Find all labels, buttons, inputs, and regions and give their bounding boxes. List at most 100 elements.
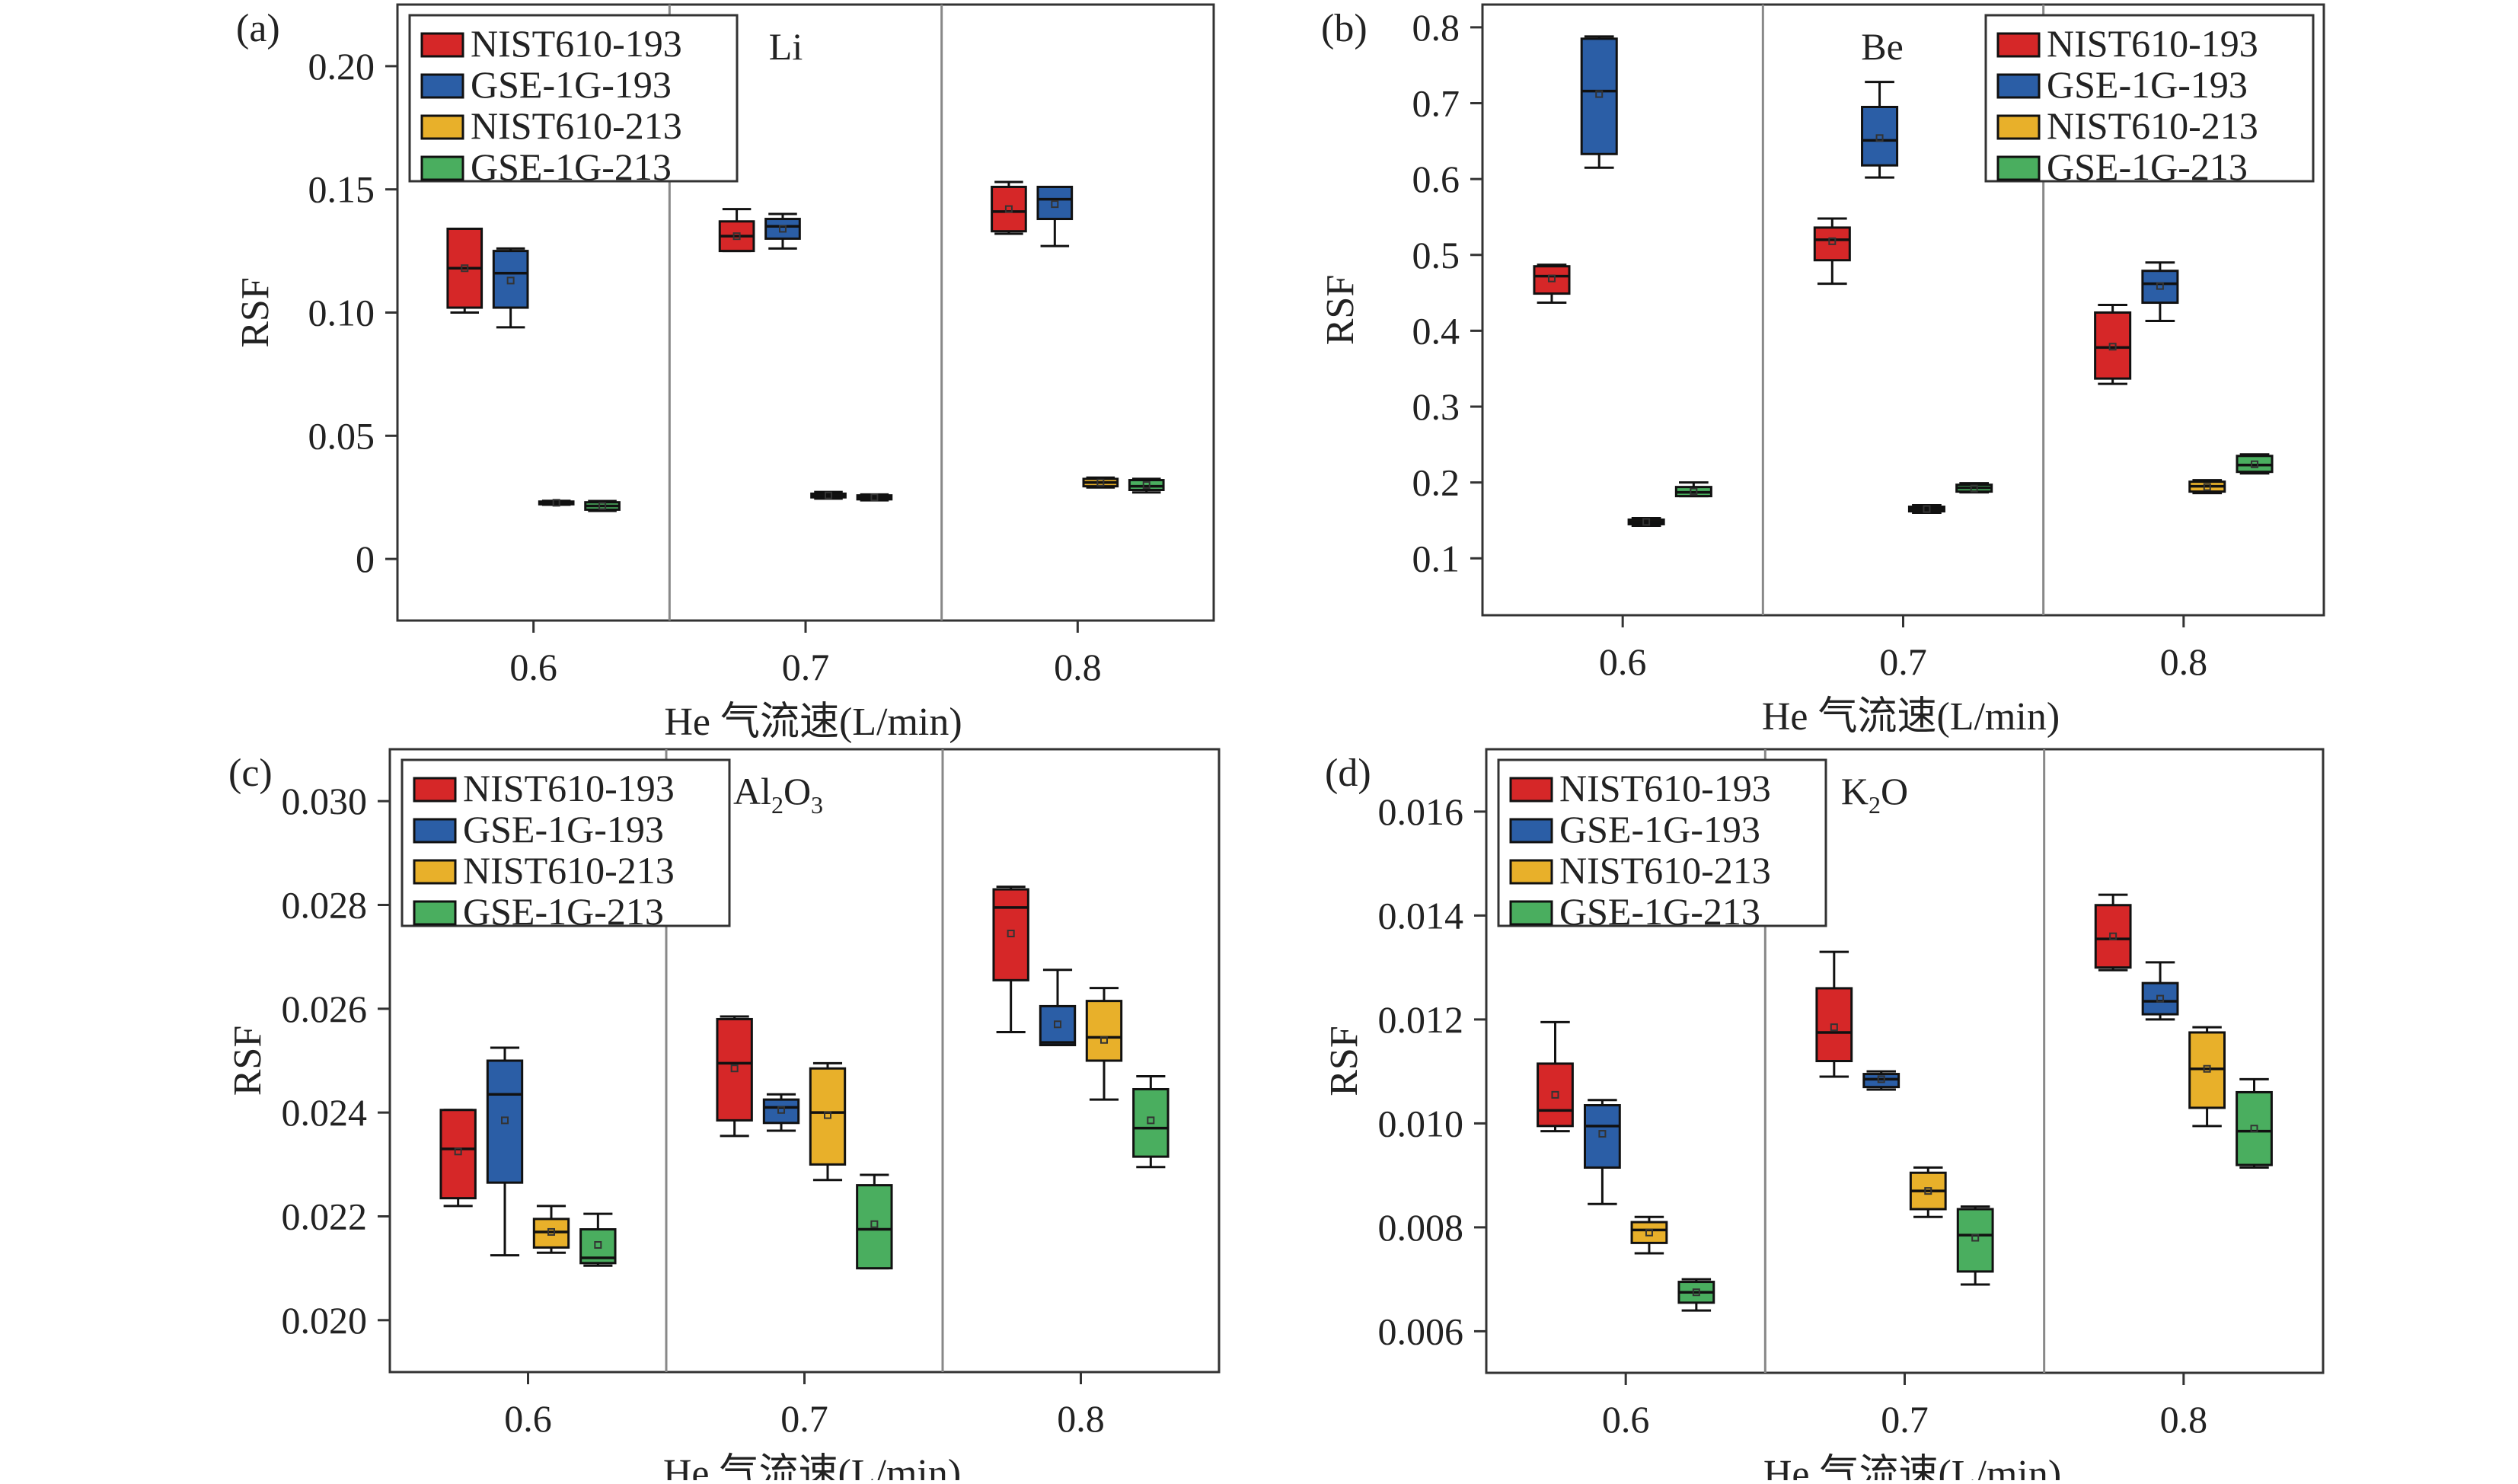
element-label: K2O — [1841, 770, 1908, 819]
box-body — [1085, 1000, 1123, 1062]
legend-label: NIST610-213 — [471, 104, 682, 147]
box-gse-1g-193 — [2141, 261, 2179, 322]
box-body — [1537, 1062, 1574, 1128]
y-axis-label: RSF — [1319, 275, 1362, 346]
mean-marker — [2156, 282, 2164, 290]
box-body — [2141, 270, 2179, 305]
y-tick-label: 0.026 — [282, 988, 368, 1030]
box-nist610-213 — [2188, 479, 2226, 495]
box-nist610-193 — [1815, 950, 1853, 1078]
box-gse-1g-213 — [1128, 477, 1165, 494]
box-nist610-213 — [810, 490, 847, 500]
x-tick-label: 0.8 — [2160, 1398, 2208, 1441]
legend-swatch — [420, 73, 464, 99]
mean-marker — [2108, 343, 2117, 351]
box-gse-1g-193 — [2141, 961, 2179, 1021]
box-gse-1g-193 — [1861, 81, 1899, 179]
element-label: Li — [769, 25, 803, 68]
legend-label: NIST610-193 — [2047, 22, 2258, 65]
mean-marker — [2250, 1125, 2258, 1133]
legend-label: NIST610-193 — [471, 22, 682, 65]
box-gse-1g-213 — [1674, 481, 1712, 498]
mean-marker — [2109, 932, 2117, 940]
x-tick-label: 0.6 — [509, 646, 557, 688]
legend-swatch — [413, 900, 457, 926]
mean-marker — [552, 499, 560, 507]
y-tick-label: 0.1 — [1412, 537, 1460, 579]
mean-marker — [594, 1240, 602, 1249]
box-nist610-213 — [1907, 504, 1945, 515]
box-body — [762, 1098, 800, 1125]
mean-marker — [454, 1147, 462, 1156]
y-tick-label: 0.010 — [1378, 1102, 1464, 1144]
legend-swatch — [1996, 73, 2041, 99]
box-gse-1g-213 — [1132, 1074, 1170, 1169]
mean-marker — [777, 1106, 786, 1114]
mean-marker — [1598, 1130, 1607, 1138]
x-tick-label: 0.7 — [1879, 640, 1927, 683]
box-body — [1580, 37, 1618, 155]
y-tick-label: 0.05 — [308, 414, 375, 457]
mean-marker — [778, 225, 787, 233]
y-tick-label: 0.2 — [1412, 461, 1460, 504]
legend-frame — [401, 758, 731, 927]
mean-marker — [1923, 505, 1931, 513]
legend-swatch — [1996, 155, 2041, 181]
box-body — [764, 218, 801, 240]
y-tick-label: 0.006 — [1378, 1310, 1464, 1352]
mean-marker — [598, 502, 607, 510]
box-body — [991, 185, 1027, 233]
y-tick-label: 0.022 — [282, 1195, 368, 1238]
box-body — [1132, 1087, 1170, 1158]
box-body — [992, 888, 1029, 981]
legend-swatch — [413, 777, 457, 803]
legend-label: NIST610-193 — [1559, 767, 1771, 809]
y-tick-label: 0.014 — [1378, 894, 1464, 937]
y-tick-label: 0.024 — [282, 1091, 368, 1134]
legend-swatch — [1996, 114, 2041, 140]
box-nist610-193 — [716, 1015, 753, 1138]
panel-d: 0.006 0.008 0.010 0.012 0.014 0.016 0.6 0.7 0.8 H… — [1323, 748, 2325, 1484]
box-gse-1g-213 — [856, 493, 893, 502]
y-tick-label: 0.6 — [1412, 158, 1460, 200]
box-nist610-213 — [1082, 476, 1119, 489]
box-gse-1g-193 — [762, 1093, 800, 1132]
x-tick-label: 0.7 — [782, 646, 830, 688]
box-nist610-193 — [2094, 304, 2132, 385]
legend-swatch — [1996, 32, 2041, 58]
y-axis-label: RSF — [226, 1026, 270, 1096]
box-body — [2094, 311, 2132, 380]
mean-marker — [2156, 994, 2165, 1003]
box-gse-1g-193 — [1580, 35, 1618, 169]
box-body — [2141, 981, 2179, 1016]
mean-marker — [870, 493, 879, 502]
box-gse-1g-193 — [1036, 185, 1074, 247]
mean-marker — [1828, 237, 1837, 245]
legend-label: NIST610-213 — [1559, 849, 1771, 892]
mean-marker — [1690, 487, 1698, 496]
panel-label: (c) — [228, 752, 273, 795]
mean-marker — [1547, 274, 1556, 282]
x-axis-label: He 气流速(L/min) — [664, 701, 962, 744]
box-nist610-213 — [532, 1205, 570, 1254]
x-axis-label: He 气流速(L/min) — [663, 1452, 961, 1480]
box-nist610-193 — [1533, 263, 1571, 305]
legend-label: GSE-1G-193 — [2047, 63, 2248, 106]
mean-marker — [1971, 1233, 1980, 1242]
legend: NIST610-193GSE-1G-193NIST610-213GSE-1G-2… — [408, 14, 739, 188]
x-tick-label: 0.6 — [504, 1397, 552, 1440]
mean-marker — [1096, 478, 1105, 487]
y-tick-label: 0.10 — [308, 292, 375, 334]
element-label: Al2O3 — [733, 770, 823, 819]
box-body — [1533, 265, 1571, 295]
y-tick-label: 0.15 — [308, 168, 375, 211]
legend-label: GSE-1G-213 — [471, 145, 672, 188]
box-gse-1g-213 — [584, 499, 621, 512]
mean-marker — [1147, 1116, 1155, 1125]
mean-marker — [1830, 1023, 1838, 1032]
mean-marker — [1970, 484, 1978, 493]
legend-swatch — [413, 859, 457, 885]
box-gse-1g-213 — [1677, 1278, 1715, 1312]
box-body — [492, 250, 529, 309]
y-tick-label: 0.016 — [1378, 790, 1464, 833]
